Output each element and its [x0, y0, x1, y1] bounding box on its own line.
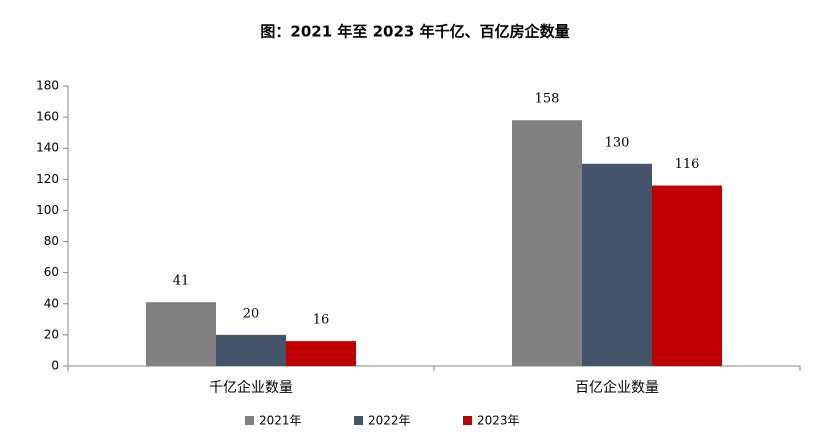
- data-label: 116: [675, 157, 700, 172]
- legend-swatch: [463, 416, 472, 425]
- legend-swatch: [354, 416, 363, 425]
- bar: [652, 185, 722, 366]
- bar: [582, 163, 652, 366]
- y-tick-label: 20: [44, 327, 59, 341]
- y-tick-label: 180: [36, 79, 59, 93]
- legend-label: 2022年: [368, 414, 411, 428]
- data-label: 16: [313, 313, 330, 328]
- y-tick-label: 40: [44, 296, 59, 310]
- data-label: 158: [535, 92, 560, 107]
- y-tick-label: 0: [51, 359, 59, 373]
- y-tick-label: 160: [36, 110, 59, 124]
- y-tick-label: 120: [36, 172, 59, 186]
- chart-title: 图：2021 年至 2023 年千亿、百亿房企数量: [260, 23, 569, 41]
- legend-label: 2021年: [259, 414, 302, 428]
- bar: [146, 302, 216, 366]
- x-tick-label: 千亿企业数量: [209, 379, 293, 396]
- data-label: 20: [243, 306, 260, 321]
- data-label: 130: [605, 135, 630, 150]
- x-tick-label: 百亿企业数量: [575, 379, 659, 396]
- data-label: 41: [173, 274, 190, 289]
- y-tick-label: 140: [36, 141, 59, 155]
- legend-swatch: [245, 416, 254, 425]
- bar: [216, 334, 286, 366]
- bar: [512, 120, 582, 366]
- bar: [286, 341, 356, 366]
- y-tick-label: 100: [36, 203, 59, 217]
- y-tick-label: 80: [44, 234, 59, 248]
- y-tick-label: 60: [44, 265, 59, 279]
- legend-label: 2023年: [477, 414, 520, 428]
